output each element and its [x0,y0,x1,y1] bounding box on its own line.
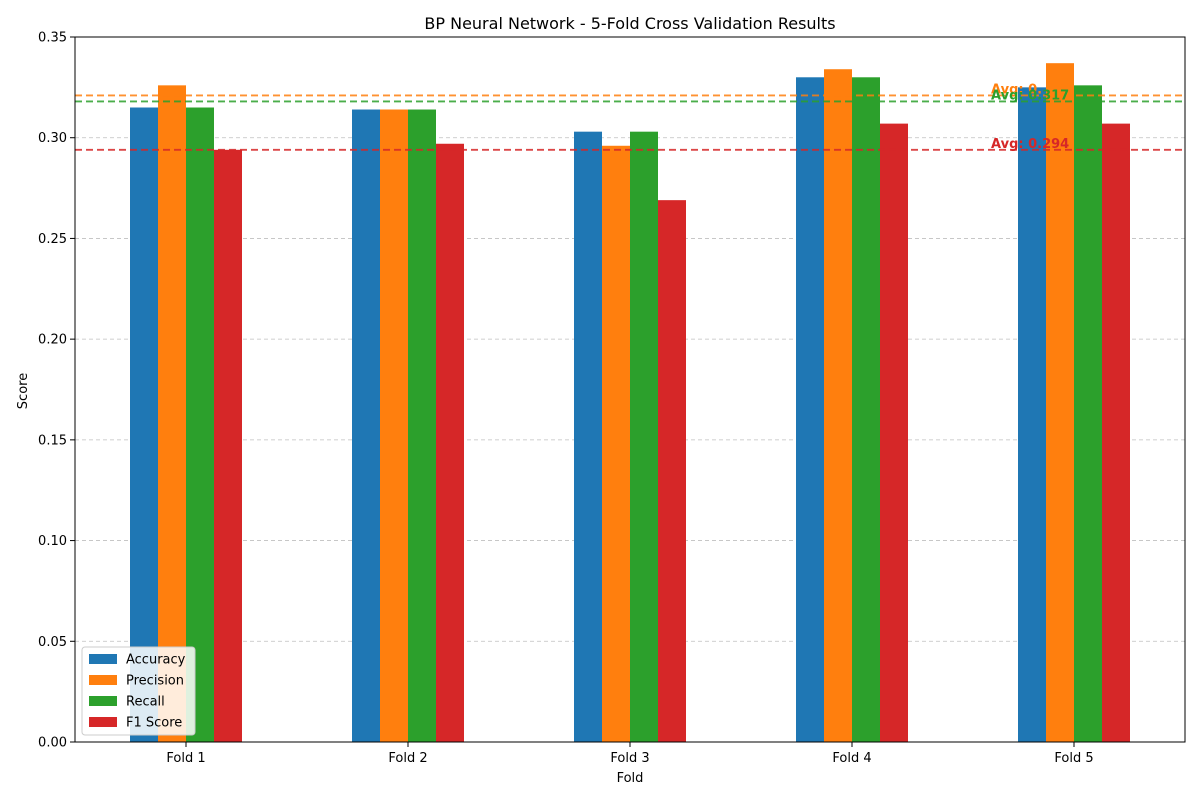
legend-label: Precision [126,674,184,689]
bar-f1-score [658,200,686,742]
bar-accuracy [574,131,602,742]
y-tick-label: 0.35 [38,31,67,46]
bar-f1-score [880,123,908,743]
chart-title: BP Neural Network - 5-Fold Cross Validat… [424,14,835,33]
legend-swatch [89,717,117,727]
y-ticks: 0.00 0.05 0.10 0.15 0.20 0.25 0.30 0.35 [38,31,75,751]
bar-accuracy [352,109,380,742]
legend: Accuracy Precision Recall F1 Score [81,646,196,736]
bar-recall [186,107,214,742]
bar-precision [158,85,186,743]
bar-accuracy [1018,87,1046,743]
average-label: Avg: 0. [991,82,1042,97]
bar-precision [602,145,630,742]
bar-recall [408,109,436,742]
y-tick-label: 0.15 [38,433,67,448]
y-tick-label: 0.20 [38,333,67,348]
x-axis-label: Fold [617,771,644,786]
bar-f1-score [214,149,242,743]
average-label: Avg: 0.317 [991,88,1069,103]
x-tick-label: Fold 4 [832,751,871,766]
bar-accuracy [130,107,158,742]
average-label: Avg: 0.294 [991,137,1069,152]
legend-label: F1 Score [126,716,182,731]
average-lines: Avg: 0.Avg: 0.317 Avg: 0.294 [75,82,1185,152]
legend-swatch [89,654,117,664]
bar-recall [630,131,658,742]
legend-label: Recall [126,695,165,710]
bar-precision [824,69,852,742]
bars [130,63,1130,743]
y-tick-label: 0.25 [38,232,67,247]
x-tick-label: Fold 5 [1054,751,1093,766]
bar-accuracy [796,77,824,743]
legend-swatch [89,675,117,685]
legend-box [81,646,196,736]
legend-label: Accuracy [126,653,186,668]
x-tick-label: Fold 2 [388,751,427,766]
bar-f1-score [1102,123,1130,743]
legend-swatch [89,696,117,706]
y-tick-label: 0.00 [38,736,67,751]
y-tick-label: 0.10 [38,534,67,549]
bar-precision [380,109,408,742]
bar-precision [1046,63,1074,742]
y-tick-label: 0.05 [38,635,67,650]
x-tick-label: Fold 1 [166,751,205,766]
y-tick-label: 0.30 [38,131,67,146]
bar-recall [1074,85,1102,743]
x-tick-label: Fold 3 [610,751,649,766]
bar-f1-score [436,143,464,742]
bar-recall [852,77,880,743]
x-ticks: Fold 1 Fold 2 Fold 3 Fold 4 Fold 5 [166,742,1094,766]
y-axis-label: Score [16,373,31,409]
